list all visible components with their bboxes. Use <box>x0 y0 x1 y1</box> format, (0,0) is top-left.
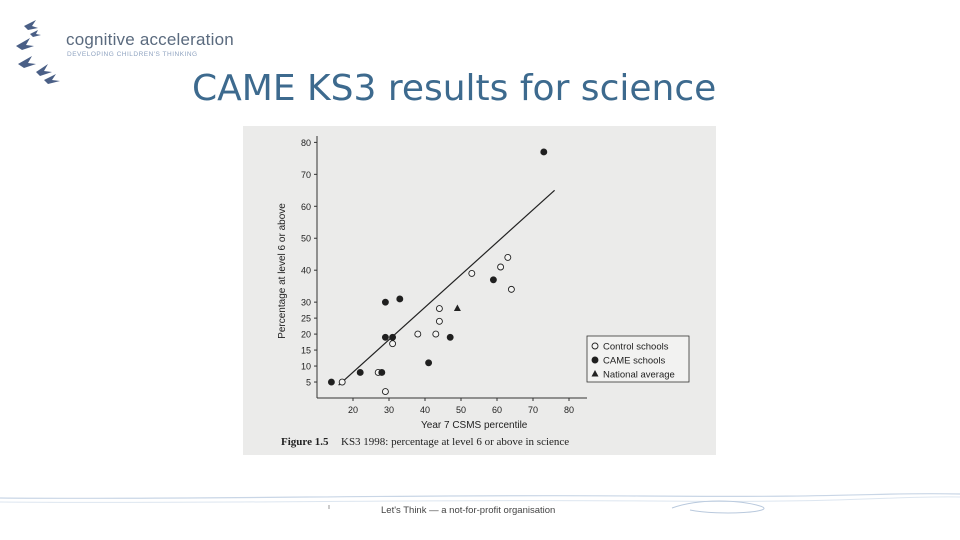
data-point <box>446 333 454 341</box>
y-axis-label: Percentage at level 6 or above <box>277 203 288 339</box>
data-point <box>489 276 497 284</box>
y-axis-ticks: 5 10 15 20 25 30 40 50 60 70 80 <box>301 138 317 388</box>
data-point <box>435 305 443 312</box>
x-tick-label: 30 <box>384 405 394 415</box>
y-tick-label: 5 <box>306 378 311 388</box>
data-point <box>381 333 389 341</box>
chart-photo: 5 10 15 20 25 30 40 50 60 70 80 20 30 40 50 60 70 80 Per… <box>243 126 716 455</box>
data-point <box>338 378 346 386</box>
data-point <box>425 359 433 367</box>
data-point <box>504 253 512 261</box>
x-tick-label: 80 <box>564 405 574 415</box>
legend-marker <box>591 342 599 350</box>
footer-text: Let's Think — a not-for-profit organisat… <box>381 505 556 516</box>
scatter-chart: 5 10 15 20 25 30 40 50 60 70 80 20 30 40 50 60 70 80 Per… <box>277 136 690 448</box>
logo: cognitive acceleration DEVELOPING CHILDR… <box>14 18 304 88</box>
logo-title: cognitive acceleration <box>66 30 234 49</box>
data-point <box>389 333 397 341</box>
x-tick-label: 40 <box>420 405 430 415</box>
y-tick-label: 10 <box>301 362 311 372</box>
legend: Control schools CAME schools National aver… <box>586 335 690 383</box>
data-point <box>396 295 404 303</box>
data-point <box>381 388 389 396</box>
y-tick-label: 15 <box>301 346 311 356</box>
caption-label: Figure 1.5 <box>281 436 329 448</box>
x-axis-label: Year 7 CSMS percentile <box>421 420 528 431</box>
data-point <box>414 330 422 338</box>
y-tick-label: 60 <box>301 202 311 212</box>
data-point <box>389 340 397 348</box>
legend-label: National average <box>603 370 675 381</box>
data-point <box>327 378 335 386</box>
data-point <box>356 368 364 376</box>
caption-text: KS3 1998: percentage at level 6 or above… <box>341 436 569 448</box>
y-tick-label: 50 <box>301 234 311 244</box>
slide-title: CAME KS3 results for science <box>192 68 717 109</box>
y-tick-label: 80 <box>301 138 311 148</box>
legend-label: Control schools <box>603 342 669 353</box>
bird-flock-icon <box>16 20 60 84</box>
y-tick-label: 70 <box>301 170 311 180</box>
x-tick-label: 20 <box>348 405 358 415</box>
x-tick-label: 50 <box>456 405 466 415</box>
legend-label: CAME schools <box>603 356 666 367</box>
trend-line <box>338 189 556 386</box>
legend-marker <box>591 356 599 364</box>
footer-wave <box>0 492 960 514</box>
data-point <box>435 317 443 325</box>
legend-marker <box>591 370 599 377</box>
data-points <box>327 148 548 396</box>
y-tick-label: 25 <box>301 314 311 324</box>
y-tick-label: 20 <box>301 330 311 340</box>
data-point <box>381 298 389 306</box>
x-axis-ticks: 20 30 40 50 60 70 80 <box>348 398 574 415</box>
logo-tagline: DEVELOPING CHILDREN'S THINKING <box>67 51 198 58</box>
data-point <box>432 330 440 338</box>
x-tick-label: 70 <box>528 405 538 415</box>
data-point <box>540 148 548 156</box>
data-point <box>378 368 386 376</box>
data-point <box>497 263 505 271</box>
data-point <box>453 304 461 312</box>
data-point <box>507 285 515 293</box>
data-point <box>468 269 476 277</box>
y-tick-label: 30 <box>301 298 311 308</box>
y-tick-label: 40 <box>301 266 311 276</box>
x-tick-label: 60 <box>492 405 502 415</box>
